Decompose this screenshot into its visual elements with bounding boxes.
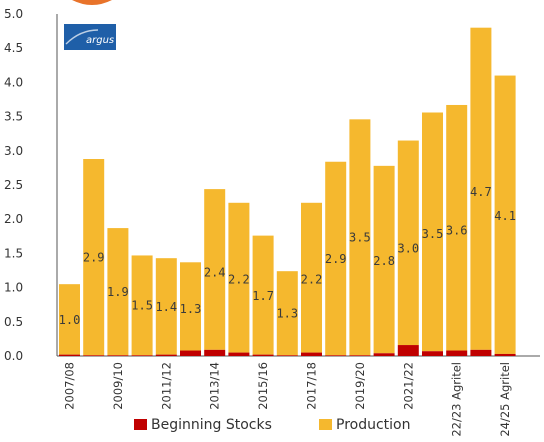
data-label: 1.0 (59, 313, 81, 327)
bar-beginning-stocks (422, 351, 443, 356)
x-tick-label: 2021/22 (401, 362, 415, 410)
legend: Beginning Stocks Production (134, 417, 410, 433)
y-tick-label: 1.5 (4, 246, 23, 260)
bar-beginning-stocks (155, 354, 177, 356)
x-tick-label: 2009/10 (111, 362, 125, 410)
data-label: 3.6 (446, 223, 468, 237)
y-tick-label: 0.5 (4, 315, 23, 329)
bar-production (470, 27, 492, 350)
legend-swatch (319, 419, 332, 430)
bar-beginning-stocks (470, 349, 492, 356)
y-axis-ticks: 0.0 0.5 1.0 1.5 2.0 2.5 3.0 3.5 4.0 4.5 5.0 (4, 7, 23, 363)
data-label: 1.3 (180, 302, 202, 316)
bar-production (276, 271, 298, 356)
bar-production (204, 189, 226, 350)
data-label: 1.9 (107, 285, 129, 299)
data-label: 1.7 (252, 289, 274, 303)
bar-production (446, 104, 468, 351)
data-label: 2.9 (83, 251, 105, 265)
legend-label: Beginning Stocks (151, 417, 272, 433)
data-labels: 1.02.91.91.5 1.4 1.32.4 2.21.71.32.22.93.52… (59, 185, 516, 327)
legend-label: Production (336, 417, 410, 433)
bar-beginning-stocks (446, 350, 468, 356)
bar-production (180, 262, 201, 351)
x-axis-ticks: 2007/08 2009/10 2011/12 2013/14 2015/16 2017/… (63, 362, 513, 437)
x-tick-label: 2011/12 (159, 362, 173, 410)
argus-logo-background (64, 24, 116, 50)
bar-beginning-stocks (276, 355, 298, 356)
bar-production (252, 235, 274, 355)
bar-beginning-stocks (494, 353, 516, 356)
data-label: 3.5 (349, 231, 371, 245)
bar-beginning-stocks (301, 352, 322, 356)
y-tick-label: 4.5 (4, 41, 23, 55)
bar-beginning-stocks (228, 352, 250, 356)
bar-beginning-stocks (131, 355, 153, 356)
y-tick-label: 1.0 (4, 281, 23, 295)
bar-beginning-stocks (252, 354, 274, 356)
bar-production (228, 202, 250, 353)
bar-beginning-stocks (83, 355, 105, 356)
data-label: 4.1 (494, 209, 516, 223)
bar-production (494, 75, 516, 354)
bar-beginning-stocks (349, 355, 371, 356)
bar-beginning-stocks (325, 355, 347, 356)
bar-beginning-stocks (59, 354, 80, 356)
data-label: 3.5 (422, 227, 444, 241)
y-tick-label: 0.0 (4, 349, 23, 363)
argus-logo: argus (64, 24, 116, 50)
data-label: 2.9 (325, 252, 347, 266)
axes (56, 14, 540, 357)
x-tick-label: 2013/14 (208, 362, 222, 410)
data-label: 4.7 (470, 185, 492, 199)
bar-production (155, 258, 177, 355)
bar-production (83, 159, 105, 356)
data-label: 1.3 (276, 307, 298, 321)
header-decoration (72, 0, 112, 5)
bar-production (325, 161, 347, 356)
y-tick-label: 3.5 (4, 110, 23, 124)
y-tick-label: 5.0 (4, 7, 23, 21)
bar-production (397, 140, 419, 346)
data-label: 1.5 (131, 299, 153, 313)
bar-production (131, 255, 153, 356)
bar-beginning-stocks (204, 349, 226, 356)
bar-beginning-stocks (107, 355, 129, 356)
x-tick-label: 22/23 Agritel (450, 362, 464, 437)
bar-beginning-stocks (373, 353, 395, 356)
bar-beginning-stocks (397, 345, 419, 356)
bar-production (301, 202, 322, 353)
data-label: 2.2 (228, 272, 250, 286)
data-label: 2.2 (301, 272, 323, 286)
bar-production (59, 284, 80, 355)
y-tick-label: 4.0 (4, 75, 23, 89)
bar-production (373, 165, 395, 354)
legend-swatch (134, 419, 147, 430)
bar-production (107, 228, 129, 356)
data-label: 1.4 (155, 300, 177, 314)
y-tick-label: 2.0 (4, 212, 23, 226)
y-tick-label: 2.5 (4, 178, 23, 192)
x-tick-label: 2007/08 (63, 362, 77, 410)
x-tick-label: 24/25 Agritel (498, 362, 512, 437)
data-label: 2.8 (373, 254, 395, 268)
data-label: 2.4 (204, 266, 226, 280)
x-tick-label: 2017/18 (305, 362, 319, 410)
argus-logo-swoosh (65, 29, 99, 45)
bar-beginning-stocks (180, 350, 201, 356)
x-tick-label: 2015/16 (256, 362, 270, 410)
argus-logo-text: argus (86, 35, 114, 46)
bars (59, 27, 516, 356)
bar-production (349, 119, 371, 356)
bar-production (422, 112, 443, 352)
data-label: 3.0 (397, 241, 419, 255)
x-tick-label: 2019/20 (353, 362, 367, 410)
y-tick-label: 3.0 (4, 144, 23, 158)
